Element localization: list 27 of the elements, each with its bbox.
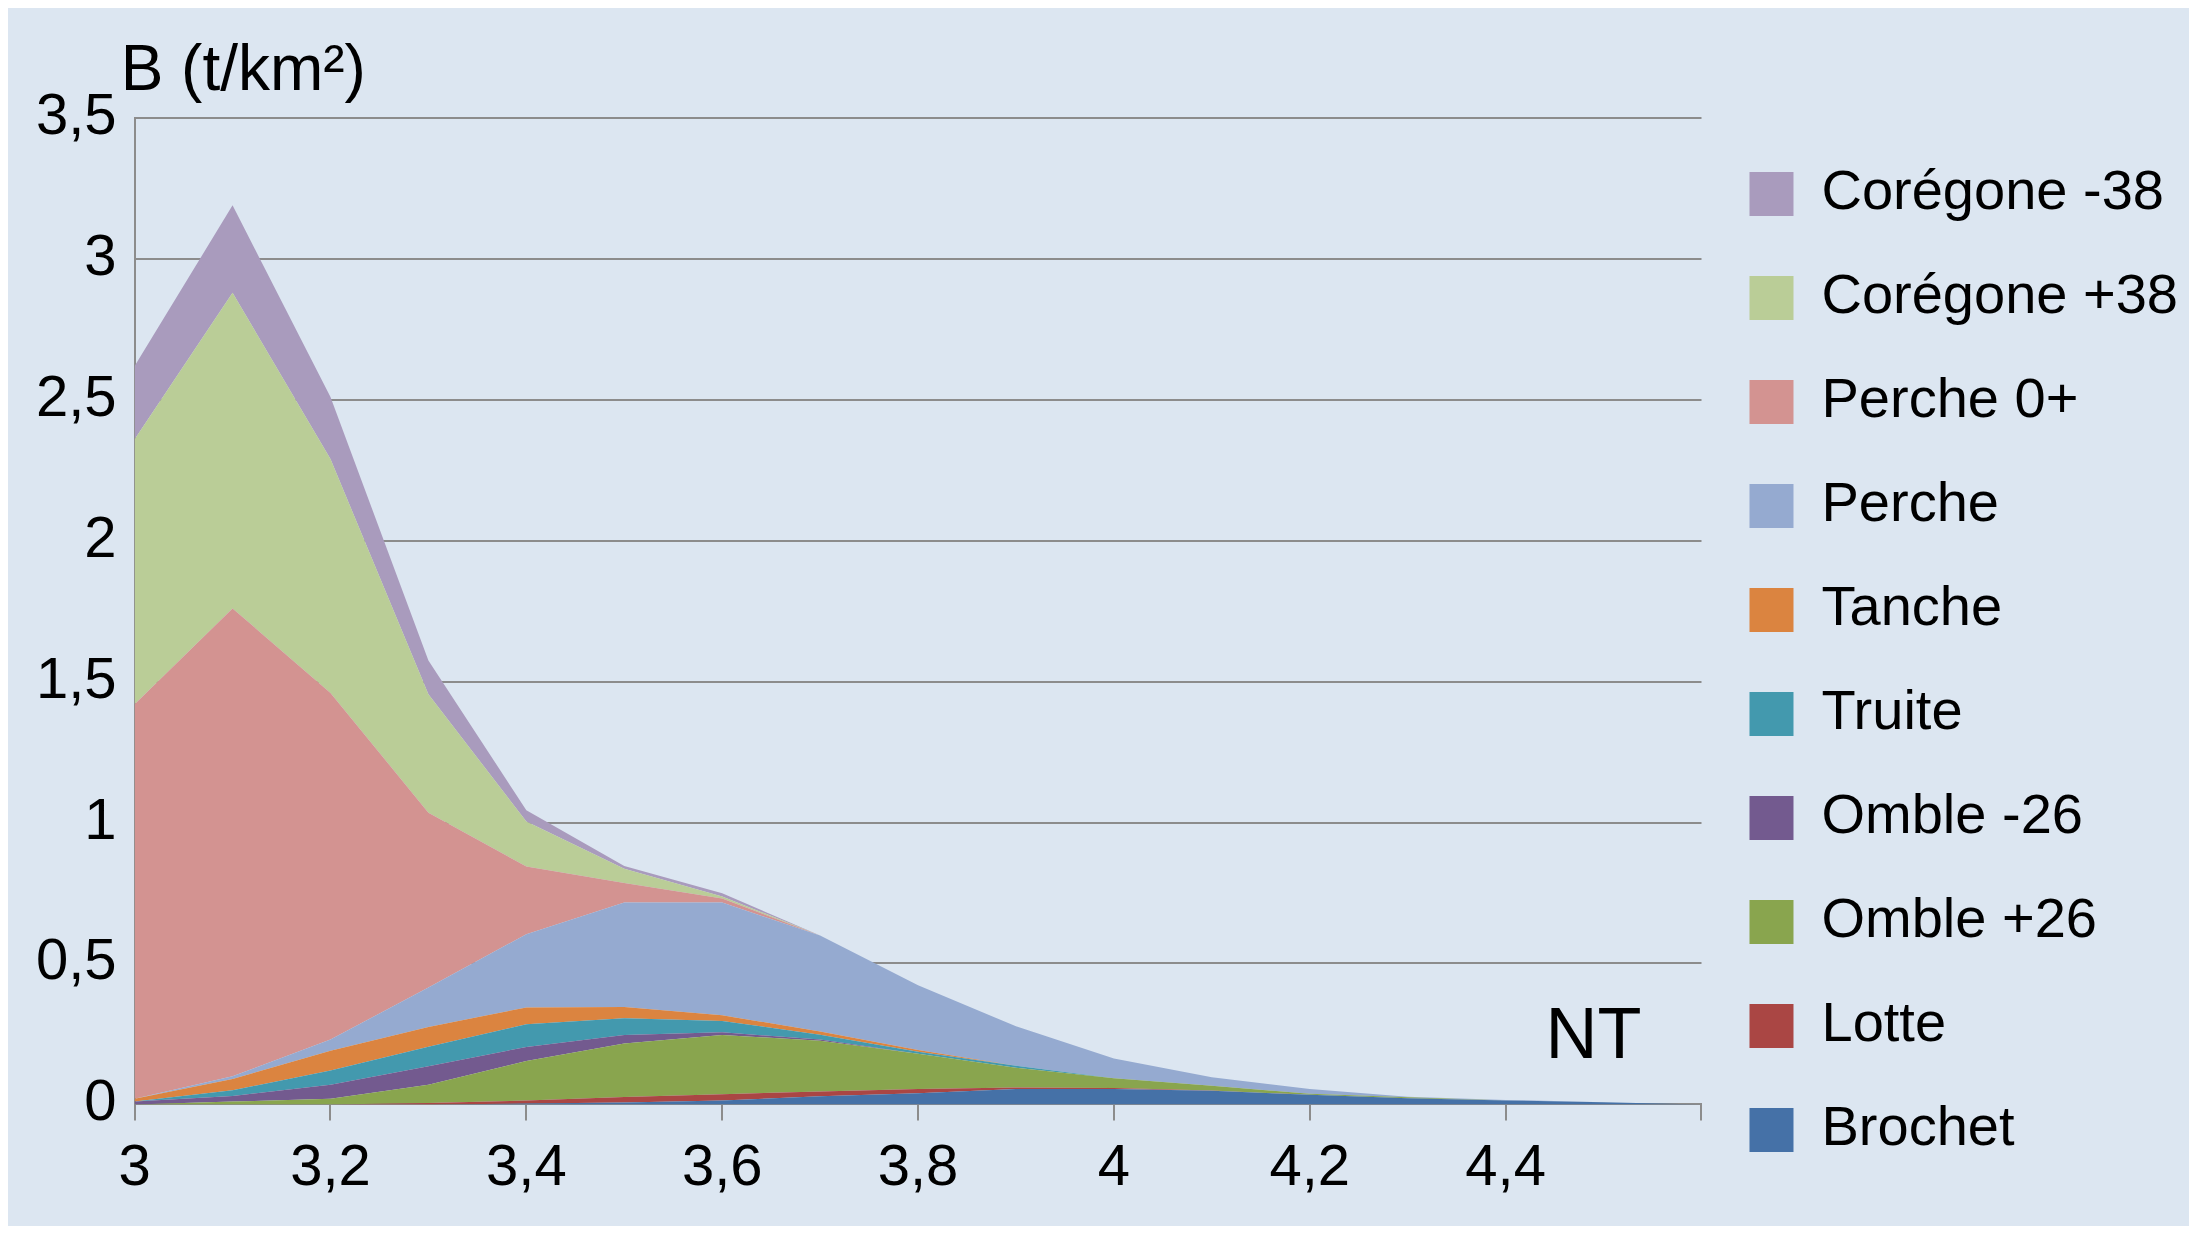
x-tick-label: 3,6	[681, 1132, 763, 1198]
legend-label: Perche	[1821, 470, 1999, 534]
y-tick-label: 2	[84, 503, 117, 569]
y-tick-label: 1	[84, 785, 117, 851]
x-tick-label: 3,8	[877, 1132, 959, 1198]
x-tick-label: 4,4	[1465, 1132, 1546, 1198]
legend-label: Perche 0+	[1821, 366, 2079, 430]
x-axis-title: NT	[1545, 993, 1642, 1074]
legend-label: Corégone -38	[1821, 158, 2164, 222]
x-tick-label: 3,2	[290, 1132, 371, 1198]
y-tick-label: 3,5	[35, 81, 117, 146]
y-tick-label: 0	[84, 1067, 117, 1133]
y-tick-label: 0,5	[35, 926, 117, 992]
legend-label: Omble +26	[1821, 886, 2097, 950]
y-tick-label: 3	[84, 221, 117, 287]
x-tick-label: 3,4	[486, 1132, 567, 1198]
legend-label: Brochet	[1821, 1094, 2015, 1158]
legend-label: Tanche	[1821, 574, 2003, 638]
y-tick-label: 2,5	[35, 362, 117, 428]
y-axis-title: B (t/km²)	[120, 31, 366, 104]
legend-label: Truite	[1821, 678, 1963, 742]
legend-label: Lotte	[1821, 990, 1947, 1054]
x-tick-label: 4	[1097, 1132, 1131, 1198]
x-tick-label: 4,2	[1269, 1132, 1351, 1198]
y-tick-label: 1,5	[35, 644, 117, 710]
legend-label: Omble -26	[1821, 782, 2083, 846]
legend-label: Corégone +38	[1821, 262, 2179, 326]
